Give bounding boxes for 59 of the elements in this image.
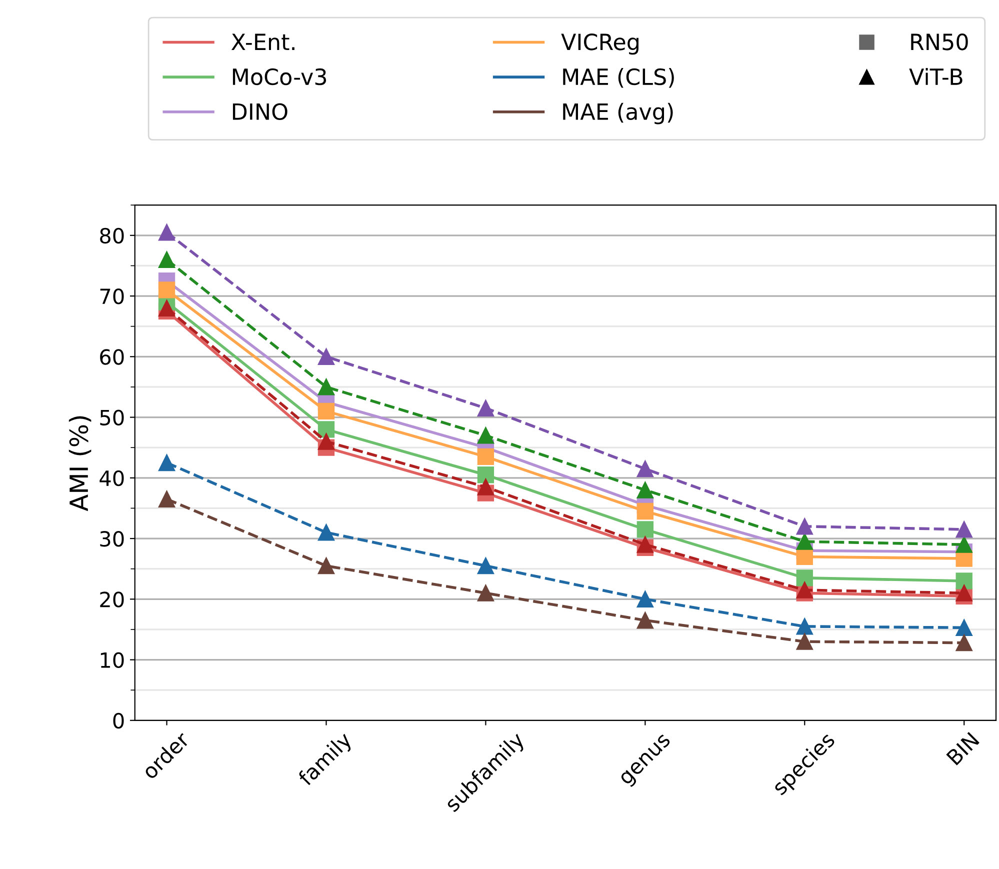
point (796, 533, 813, 550)
legend-label: MAE (CLS) (563, 68, 674, 88)
point (636, 590, 654, 608)
point (636, 502, 654, 520)
point (158, 282, 176, 298)
x-tick-label: BIN (946, 732, 980, 766)
point (956, 634, 972, 652)
point (318, 421, 335, 438)
legend-label: DINO (232, 103, 288, 120)
point (158, 251, 176, 268)
point (956, 521, 972, 538)
point (796, 582, 813, 598)
point (158, 300, 176, 316)
point (796, 618, 813, 635)
legend-label: VICReg (561, 34, 638, 55)
point (318, 433, 335, 450)
point (477, 400, 494, 417)
point (477, 427, 494, 444)
y-tick-label: 10 (100, 652, 124, 668)
point (956, 536, 972, 553)
point (796, 570, 813, 586)
point (636, 521, 654, 538)
point (158, 454, 176, 472)
text: RN50 (911, 34, 968, 50)
point (636, 536, 654, 553)
point (318, 524, 335, 541)
y-tick-label: 60 (100, 349, 124, 365)
y-tick-label: 70 (100, 288, 124, 304)
point (477, 478, 494, 496)
point (318, 378, 335, 396)
y-axis-title: AMI (%) (68, 416, 92, 512)
point (318, 557, 335, 574)
y-tick-label: 80 (100, 228, 124, 244)
legend-label: MoCo-v3 (232, 68, 326, 86)
point (956, 619, 972, 636)
point (796, 518, 813, 535)
point (956, 584, 972, 602)
point (477, 584, 494, 602)
point (477, 448, 494, 466)
point (636, 460, 654, 478)
y-tick-label: 50 (100, 410, 124, 426)
point (796, 548, 813, 566)
point (636, 482, 654, 498)
text: ViT-B (909, 68, 962, 85)
point (636, 612, 654, 629)
point (158, 490, 176, 508)
point (158, 224, 176, 241)
legend-label: X-Ent. (231, 34, 294, 50)
legend-label: MAE (avg) (563, 102, 673, 124)
point (956, 572, 972, 590)
y-tick-label: 20 (100, 592, 124, 608)
point (477, 466, 494, 484)
point (318, 402, 335, 420)
y-tick-label: 40 (100, 470, 124, 486)
y-tick-label: 30 (100, 530, 124, 547)
point (318, 348, 335, 365)
y-tick-label: 0 (113, 712, 124, 729)
point (796, 633, 813, 650)
point (477, 557, 494, 574)
